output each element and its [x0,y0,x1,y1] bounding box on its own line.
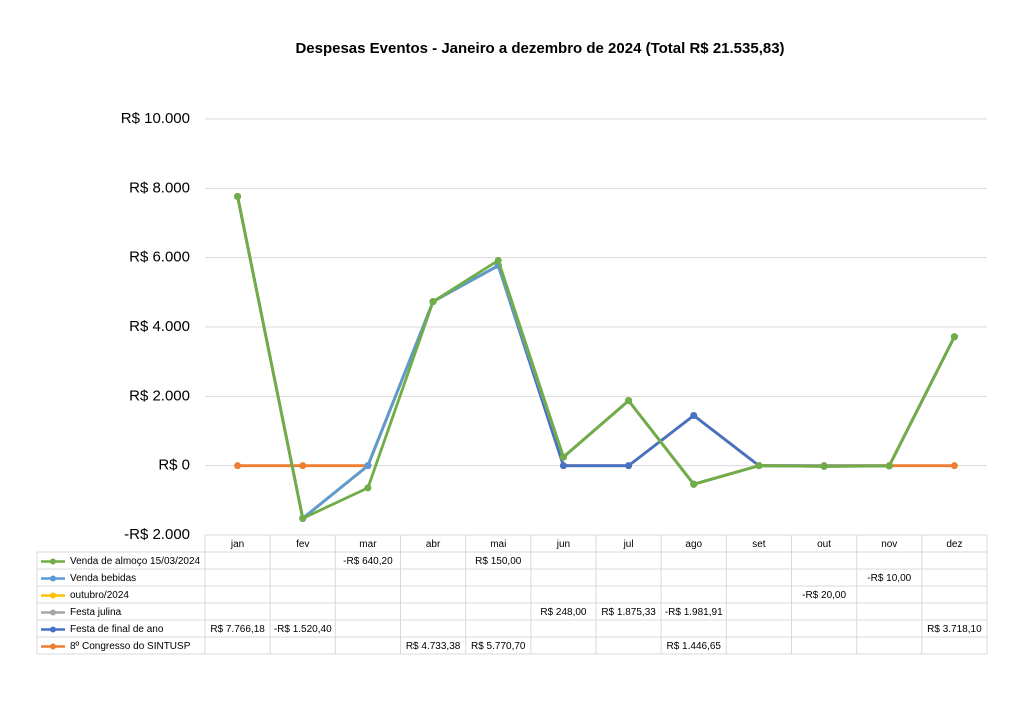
table-value: R$ 7.766,18 [210,624,265,635]
x-tick-label: jun [556,539,570,550]
table-value: R$ 150,00 [475,556,522,567]
x-tick-label: jul [623,539,634,550]
point [560,454,567,461]
legend-marker [50,559,56,565]
table-value: -R$ 1.520,40 [274,624,332,635]
legend-label: Venda bebidas [70,573,136,584]
table-value: -R$ 640,20 [343,556,393,567]
point [821,463,828,470]
legend-marker [50,610,56,616]
point [951,333,958,340]
chart-title: Despesas Eventos - Janeiro a dezembro de… [295,40,784,57]
line-segment [889,337,954,466]
line-segment [759,466,824,467]
point [755,462,762,469]
point [560,462,567,469]
line-segment [694,466,759,485]
point [625,462,632,469]
point [364,484,371,491]
y-tick-label: R$ 8.000 [129,179,190,196]
point [430,298,437,305]
x-tick-label: mai [490,539,506,550]
point [234,462,241,469]
point [234,193,241,200]
point [299,462,306,469]
table-value: -R$ 20,00 [802,590,846,601]
y-tick-label: -R$ 2.000 [124,526,190,543]
y-tick-label: R$ 10.000 [121,110,190,127]
point [690,481,697,488]
line-segment [563,401,628,457]
x-tick-label: out [817,539,831,550]
y-tick-label: R$ 2.000 [129,387,190,404]
point [364,462,371,469]
table-value: R$ 248,00 [540,607,587,618]
legend-marker [50,644,56,650]
legend-label: Festa julina [70,607,122,618]
x-tick-label: jan [230,539,244,550]
line-segment [433,260,498,301]
x-tick-label: fev [296,539,309,550]
table-value: R$ 5.770,70 [471,641,526,652]
line-segment [368,302,433,488]
x-tick-label: set [752,539,766,550]
line-segment [498,260,563,457]
table-value: R$ 3.718,10 [927,624,982,635]
legend-label: outubro/2024 [70,590,129,601]
table-value: -R$ 1.981,91 [665,607,723,618]
legend-marker [50,627,56,633]
line-segment [238,196,303,518]
table-value: R$ 1.446,65 [667,641,722,652]
point [625,397,632,404]
table-value: R$ 4.733,38 [406,641,461,652]
line-segment [694,416,759,466]
y-tick-label: R$ 6.000 [129,249,190,266]
x-tick-label: abr [426,539,441,550]
y-tick-label: R$ 4.000 [129,318,190,335]
legend-marker [50,593,56,599]
point [886,463,893,470]
x-tick-label: nov [881,539,897,550]
table-value: -R$ 10,00 [867,573,911,584]
legend-label: 8º Congresso do SINTUSP [70,641,191,652]
legend-label: Festa de final de ano [70,624,164,635]
legend-label: Venda de almoço 15/03/2024 [70,556,201,567]
x-tick-label: dez [946,539,962,550]
legend-marker [50,576,56,582]
point [495,257,502,264]
x-tick-label: ago [685,539,702,550]
table-value: R$ 1.875,33 [601,607,656,618]
point [299,515,306,522]
point [690,412,697,419]
y-tick-label: R$ 0 [158,457,190,474]
point [951,462,958,469]
line-segment [629,401,694,485]
x-tick-label: mar [359,539,377,550]
